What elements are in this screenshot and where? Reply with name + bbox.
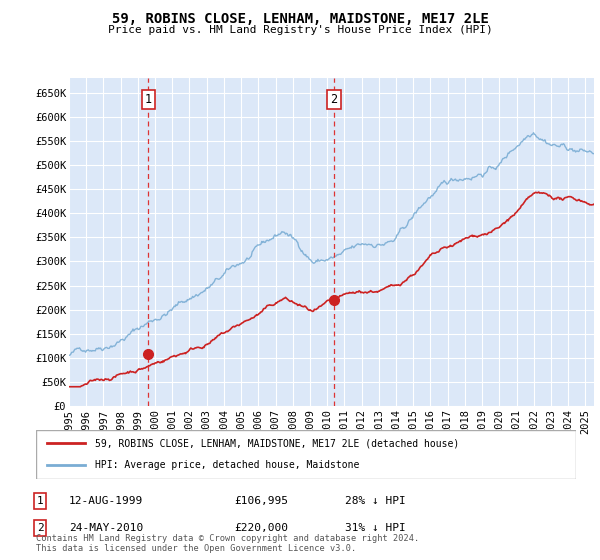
Text: 59, ROBINS CLOSE, LENHAM, MAIDSTONE, ME17 2LE (detached house): 59, ROBINS CLOSE, LENHAM, MAIDSTONE, ME1… xyxy=(95,438,460,449)
Text: HPI: Average price, detached house, Maidstone: HPI: Average price, detached house, Maid… xyxy=(95,460,360,470)
Text: Contains HM Land Registry data © Crown copyright and database right 2024.
This d: Contains HM Land Registry data © Crown c… xyxy=(36,534,419,553)
Text: 59, ROBINS CLOSE, LENHAM, MAIDSTONE, ME17 2LE: 59, ROBINS CLOSE, LENHAM, MAIDSTONE, ME1… xyxy=(112,12,488,26)
Text: 2: 2 xyxy=(37,523,44,533)
Text: 31% ↓ HPI: 31% ↓ HPI xyxy=(345,523,406,533)
Text: £106,995: £106,995 xyxy=(234,496,288,506)
Text: 1: 1 xyxy=(145,93,152,106)
Text: 2: 2 xyxy=(331,93,337,106)
Text: 12-AUG-1999: 12-AUG-1999 xyxy=(69,496,143,506)
Text: 28% ↓ HPI: 28% ↓ HPI xyxy=(345,496,406,506)
Text: 24-MAY-2010: 24-MAY-2010 xyxy=(69,523,143,533)
Text: Price paid vs. HM Land Registry's House Price Index (HPI): Price paid vs. HM Land Registry's House … xyxy=(107,25,493,35)
FancyBboxPatch shape xyxy=(36,430,576,479)
Text: £220,000: £220,000 xyxy=(234,523,288,533)
Text: 1: 1 xyxy=(37,496,44,506)
